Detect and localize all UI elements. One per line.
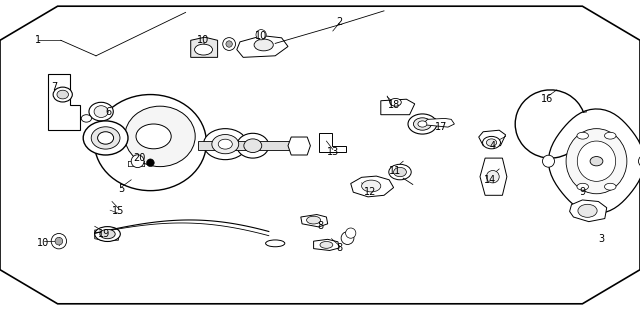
Text: 20: 20 <box>133 153 146 163</box>
Circle shape <box>131 155 144 168</box>
Text: 4: 4 <box>490 141 496 151</box>
Text: 1: 1 <box>35 35 42 45</box>
Polygon shape <box>381 99 415 115</box>
Circle shape <box>341 232 354 245</box>
Text: 8: 8 <box>336 243 342 253</box>
Text: 17: 17 <box>435 122 448 132</box>
Ellipse shape <box>320 241 333 248</box>
Ellipse shape <box>98 132 114 144</box>
Ellipse shape <box>204 129 247 160</box>
Text: 16: 16 <box>541 94 554 104</box>
Circle shape <box>51 233 67 249</box>
Text: 12: 12 <box>364 187 376 197</box>
Ellipse shape <box>266 240 285 247</box>
Text: 10: 10 <box>255 31 268 41</box>
Ellipse shape <box>394 167 406 177</box>
Text: 6: 6 <box>106 107 112 117</box>
Ellipse shape <box>254 39 273 51</box>
Text: 9: 9 <box>579 187 586 197</box>
Ellipse shape <box>195 44 212 55</box>
Ellipse shape <box>577 183 589 190</box>
Ellipse shape <box>307 216 321 224</box>
Text: 8: 8 <box>317 221 323 231</box>
Text: 14: 14 <box>483 175 496 185</box>
Polygon shape <box>479 130 506 146</box>
Text: 2: 2 <box>336 17 342 27</box>
Polygon shape <box>480 158 507 195</box>
Text: 7: 7 <box>51 82 58 92</box>
Text: 15: 15 <box>112 206 125 216</box>
Ellipse shape <box>590 157 603 166</box>
Ellipse shape <box>577 132 589 139</box>
Ellipse shape <box>81 115 92 122</box>
Ellipse shape <box>57 90 68 99</box>
Ellipse shape <box>95 227 120 241</box>
Ellipse shape <box>218 139 232 149</box>
Ellipse shape <box>125 106 195 166</box>
Ellipse shape <box>418 121 427 127</box>
Text: 11: 11 <box>389 166 402 175</box>
Ellipse shape <box>94 95 206 191</box>
Text: 10: 10 <box>197 35 210 45</box>
Text: 18: 18 <box>387 100 400 110</box>
Polygon shape <box>237 36 288 57</box>
Ellipse shape <box>486 170 499 183</box>
Circle shape <box>543 155 554 167</box>
Ellipse shape <box>100 229 115 239</box>
Text: 10: 10 <box>37 238 50 248</box>
Polygon shape <box>191 37 218 57</box>
Ellipse shape <box>389 164 412 180</box>
Ellipse shape <box>578 204 597 217</box>
Polygon shape <box>570 200 607 222</box>
Polygon shape <box>548 109 640 214</box>
Ellipse shape <box>413 118 431 130</box>
Ellipse shape <box>83 121 128 155</box>
Polygon shape <box>351 176 394 197</box>
Text: 19: 19 <box>98 229 111 239</box>
Text: 3: 3 <box>598 234 605 244</box>
Polygon shape <box>422 118 454 127</box>
Polygon shape <box>319 133 346 152</box>
Polygon shape <box>198 141 298 150</box>
Ellipse shape <box>237 133 269 158</box>
Ellipse shape <box>390 98 401 106</box>
Ellipse shape <box>212 135 239 154</box>
Polygon shape <box>48 74 80 130</box>
Ellipse shape <box>94 106 108 117</box>
Polygon shape <box>0 6 640 304</box>
Ellipse shape <box>577 141 616 181</box>
Circle shape <box>55 237 63 245</box>
Ellipse shape <box>136 124 172 149</box>
Ellipse shape <box>362 180 381 192</box>
Ellipse shape <box>408 114 437 134</box>
Ellipse shape <box>92 127 120 149</box>
Text: 13: 13 <box>326 147 339 157</box>
Ellipse shape <box>605 183 616 190</box>
Ellipse shape <box>566 129 627 194</box>
Circle shape <box>226 41 232 47</box>
Text: 5: 5 <box>118 184 125 194</box>
Circle shape <box>147 159 154 166</box>
Ellipse shape <box>89 102 113 121</box>
Ellipse shape <box>605 132 616 139</box>
Circle shape <box>639 155 640 167</box>
Circle shape <box>346 228 356 238</box>
Circle shape <box>223 38 236 51</box>
Ellipse shape <box>244 139 262 153</box>
Polygon shape <box>301 215 328 227</box>
Ellipse shape <box>486 139 497 146</box>
Polygon shape <box>288 137 310 155</box>
Circle shape <box>256 29 266 40</box>
Polygon shape <box>95 230 118 240</box>
Polygon shape <box>314 239 339 250</box>
Ellipse shape <box>483 136 500 149</box>
Ellipse shape <box>53 87 72 102</box>
